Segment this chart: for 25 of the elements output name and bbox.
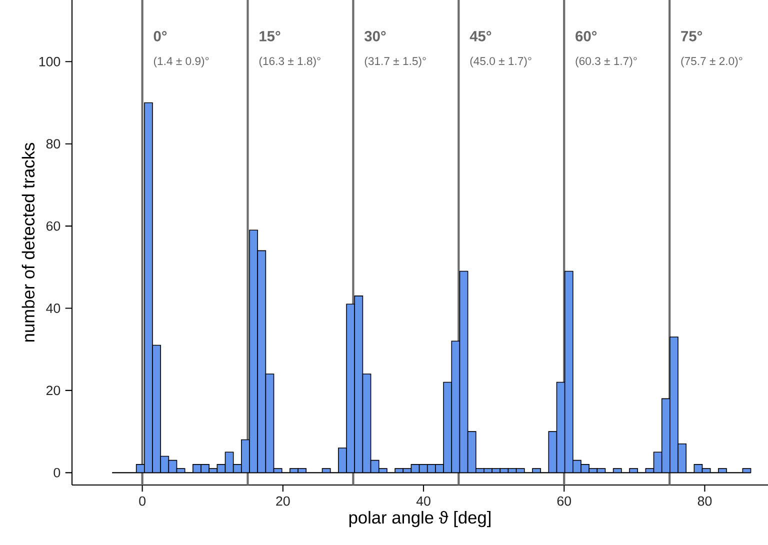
ref-line-label: 30° bbox=[364, 30, 386, 42]
y-tick-label: 80 bbox=[46, 139, 60, 149]
x-tick-label: 80 bbox=[698, 496, 712, 506]
ref-line-label: 75° bbox=[681, 31, 702, 42]
y-axis-title: number of detected tracks bbox=[22, 142, 35, 342]
annotation: (16.3 ± 1.8)° bbox=[259, 56, 320, 68]
x-tick-label: 0 bbox=[139, 496, 146, 506]
annotation: (75.7 ± 2.0)° bbox=[681, 56, 742, 68]
ref-line-label: 60° bbox=[576, 30, 597, 42]
y-tick-label: 60 bbox=[46, 221, 60, 231]
ref-line-label: 0° bbox=[154, 30, 167, 42]
x-tick-label: 20 bbox=[276, 496, 290, 506]
y-tick-label: 40 bbox=[46, 304, 60, 313]
y-tick-label: 0 bbox=[54, 468, 60, 478]
annotation: (1.4 ± 0.9)° bbox=[154, 56, 209, 68]
ref-line-label: 45° bbox=[470, 31, 492, 42]
x-axis-title: polar angle ϑ [deg] bbox=[349, 510, 490, 528]
annotation: (60.3 ± 1.7)° bbox=[576, 56, 637, 68]
ref-line-label: 15° bbox=[260, 31, 280, 42]
x-tick-label: 60 bbox=[557, 496, 572, 506]
y-tick-label: 20 bbox=[46, 386, 60, 396]
annotation: (45.0 ± 1.7)° bbox=[470, 56, 532, 68]
annotation: (31.7 ± 1.5)° bbox=[364, 56, 426, 68]
x-tick-label: 40 bbox=[416, 496, 430, 506]
y-tick-label: 100 bbox=[39, 56, 60, 66]
